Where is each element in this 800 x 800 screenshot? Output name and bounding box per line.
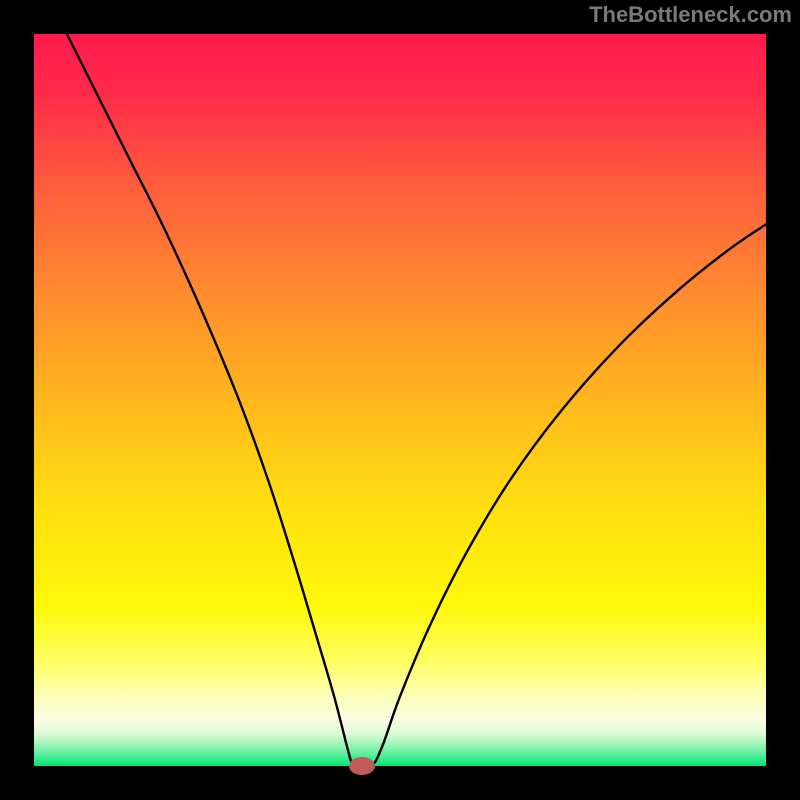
minimum-marker	[349, 757, 375, 775]
watermark-text: TheBottleneck.com	[589, 2, 792, 28]
bottleneck-chart	[0, 0, 800, 800]
plot-background	[34, 34, 766, 766]
chart-container: TheBottleneck.com	[0, 0, 800, 800]
